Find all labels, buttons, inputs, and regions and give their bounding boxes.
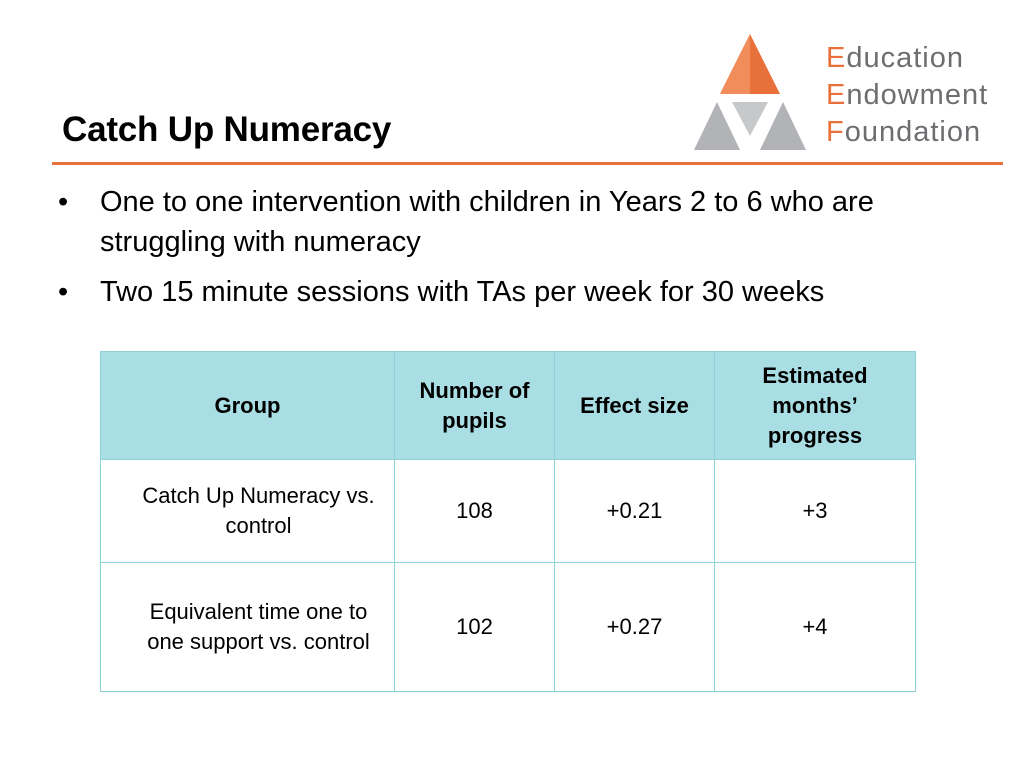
logo-line-foundation: Foundation	[826, 116, 982, 148]
bullet-list: • One to one intervention with children …	[58, 182, 988, 322]
logo-line-endowment: Endowment	[826, 79, 989, 111]
bullet-item: • One to one intervention with children …	[58, 182, 988, 262]
cell-months-progress: +4	[714, 562, 916, 692]
cell-months-progress: +3	[714, 459, 916, 563]
eef-logo: Education Endowment Foundation	[692, 32, 1012, 157]
bullet-text: One to one intervention with children in…	[100, 186, 874, 258]
cell-effect-size: +0.21	[554, 459, 715, 563]
logo-line-education: Education	[826, 42, 964, 74]
header-number-of-pupils: Number of pupils	[394, 351, 555, 460]
header-months-progress: Estimated months’ progress	[714, 351, 916, 460]
logo-triangles-icon	[694, 34, 806, 150]
slide-title: Catch Up Numeracy	[62, 110, 392, 149]
bullet-marker: •	[58, 276, 69, 308]
logo-text: Education Endowment Foundation	[826, 40, 988, 151]
cell-pupils: 108	[394, 459, 555, 563]
results-table: Group Number of pupils Effect size Estim…	[100, 351, 916, 692]
cell-group: Equivalent time one to one support vs. c…	[100, 562, 395, 692]
cell-group: Catch Up Numeracy vs. control	[100, 459, 395, 563]
table-header-row: Group Number of pupils Effect size Estim…	[100, 351, 916, 460]
bullet-item: • Two 15 minute sessions with TAs per we…	[58, 272, 988, 312]
bullet-marker: •	[58, 186, 69, 218]
cell-pupils: 102	[394, 562, 555, 692]
table-row: Catch Up Numeracy vs. control 108 +0.21 …	[100, 459, 916, 563]
header-effect-size: Effect size	[554, 351, 715, 460]
bullet-text: Two 15 minute sessions with TAs per week…	[100, 276, 825, 308]
title-divider	[52, 162, 1003, 165]
cell-effect-size: +0.27	[554, 562, 715, 692]
header-group: Group	[100, 351, 395, 460]
table-row: Equivalent time one to one support vs. c…	[100, 562, 916, 692]
